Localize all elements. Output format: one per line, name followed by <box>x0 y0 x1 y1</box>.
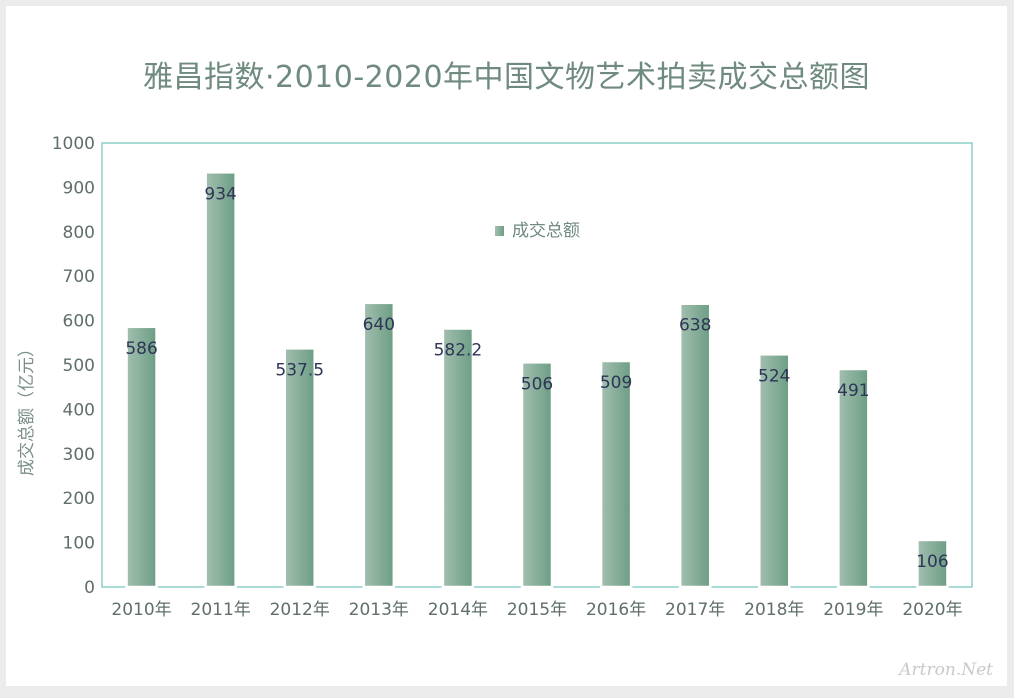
watermark-logo: Artron.Net <box>899 660 993 680</box>
x-tick-label: 2020年 <box>902 600 962 620</box>
y-tick-label: 500 <box>63 356 95 376</box>
chart-card: 雅昌指数·2010-2020年中国文物艺术拍卖成交总额图 0 100 200 300 4… <box>6 6 1007 686</box>
data-label: 934 <box>204 184 236 204</box>
data-label: 586 <box>125 339 157 359</box>
bar <box>283 347 316 589</box>
y-tick-label: 1000 <box>52 134 95 154</box>
data-label: 537.5 <box>275 360 324 380</box>
data-label: 106 <box>916 552 948 572</box>
x-tick-label: 2017年 <box>665 600 725 620</box>
y-tick-label: 200 <box>63 489 95 509</box>
x-tick-label: 2018年 <box>744 600 804 620</box>
bar <box>758 353 791 589</box>
bar <box>520 361 554 589</box>
x-tick-label: 2015年 <box>507 600 567 620</box>
y-tick-label: 400 <box>63 400 95 420</box>
bar <box>125 325 158 589</box>
bar-chart: 0 100 200 300 400 500 600 700 800 900 1000 586 934 5… <box>52 134 973 620</box>
data-label: 640 <box>363 315 395 335</box>
y-tick-label: 300 <box>63 445 95 465</box>
y-tick-label: 100 <box>63 534 95 554</box>
legend: 成交总额 <box>495 221 580 241</box>
x-tick-label: 2014年 <box>428 600 488 620</box>
bar <box>916 538 949 589</box>
legend-label: 成交总额 <box>512 221 580 241</box>
y-tick-label: 800 <box>63 223 95 243</box>
chart-title: 雅昌指数·2010-2020年中国文物艺术拍卖成交总额图 <box>142 60 871 95</box>
data-label: 491 <box>837 381 869 401</box>
x-tick-label: 2013年 <box>349 600 409 620</box>
bar <box>441 327 475 589</box>
data-label: 582.2 <box>434 341 483 361</box>
y-tick-label: 900 <box>63 178 95 198</box>
y-tick-label: 700 <box>63 267 95 287</box>
data-label: 506 <box>521 374 553 394</box>
x-tick-label: 2011年 <box>191 600 251 620</box>
bar <box>362 301 396 589</box>
y-tick-label: 600 <box>63 312 95 332</box>
legend-swatch <box>495 226 504 236</box>
x-tick-label: 2019年 <box>823 600 883 620</box>
bar <box>599 359 633 589</box>
bar <box>678 302 712 589</box>
y-tick-label: 0 <box>84 578 95 598</box>
x-tick-label: 2016年 <box>586 600 646 620</box>
bar <box>837 367 870 589</box>
x-tick-label: 2012年 <box>270 600 330 620</box>
bar <box>204 171 237 589</box>
data-label: 524 <box>758 366 790 386</box>
x-tick-label: 2010年 <box>111 600 171 620</box>
data-label: 638 <box>679 316 711 336</box>
y-axis-label: 成交总额（亿元） <box>17 340 37 476</box>
data-label: 509 <box>600 373 632 393</box>
